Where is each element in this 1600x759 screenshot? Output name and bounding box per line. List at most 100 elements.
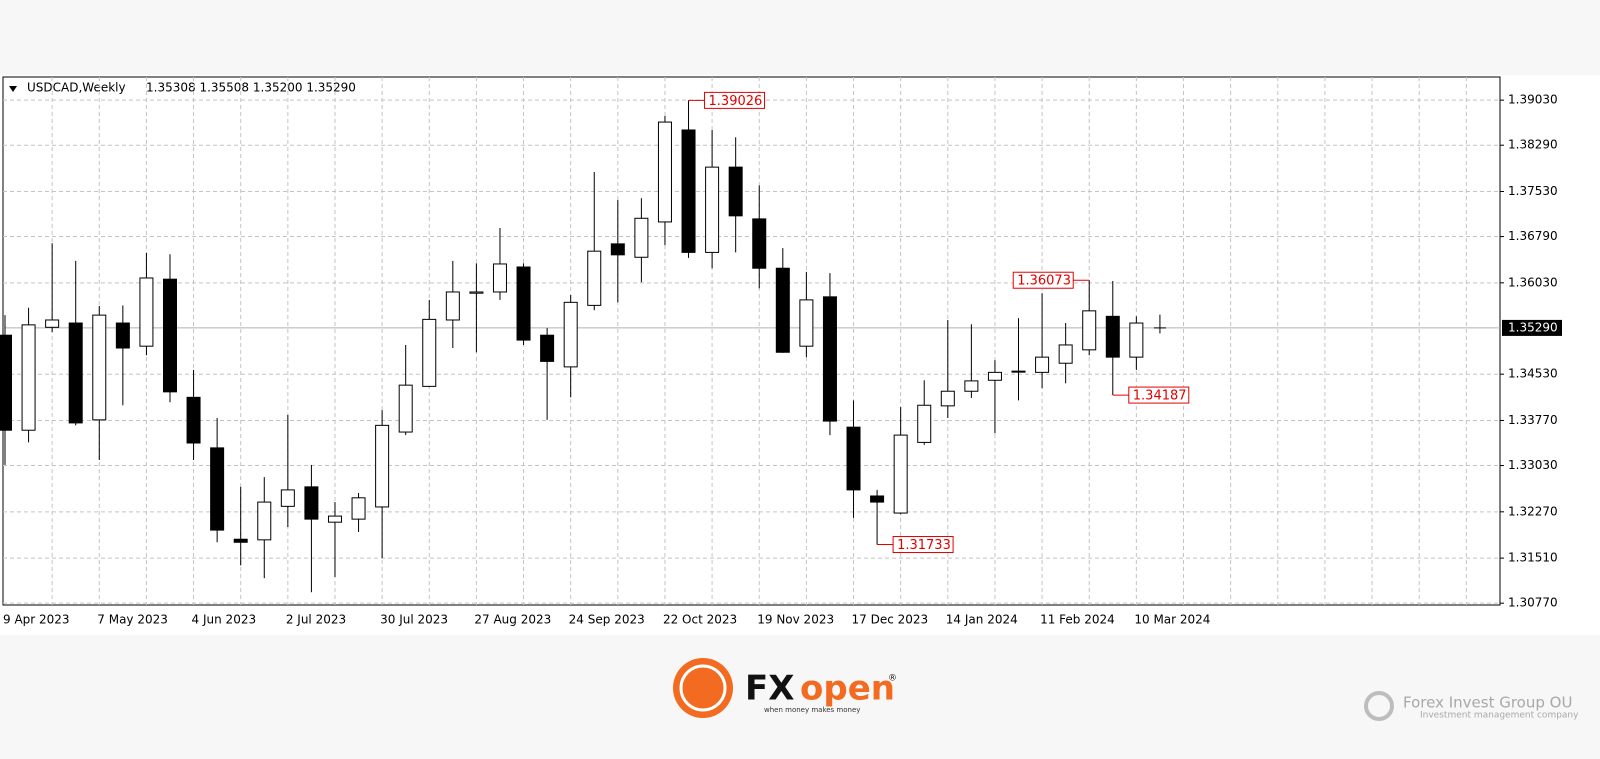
logo-emblem-ring — [679, 664, 727, 712]
y-tick-label: 1.32270 — [1508, 504, 1558, 518]
candle-body — [0, 334, 12, 431]
candle-body — [610, 243, 625, 256]
candle-body — [1035, 356, 1050, 373]
annotation-box — [1012, 271, 1074, 289]
y-tick-label: 1.33030 — [1508, 458, 1558, 472]
candle-body — [964, 380, 979, 392]
x-tick-label: 4 Jun 2023 — [192, 613, 257, 627]
annotation-box — [892, 536, 954, 554]
annotation-label: 1.34187 — [1133, 389, 1187, 404]
fxopen-logo: FX open ® when money makes money — [673, 658, 897, 718]
logo-fx: FX — [745, 669, 794, 709]
x-tick-label: 19 Nov 2023 — [757, 613, 834, 627]
candle-body — [563, 301, 578, 368]
candle-body — [540, 334, 555, 362]
candle-body — [1082, 310, 1097, 351]
candle-body — [304, 486, 319, 520]
company-name: Forex Invest Group OU — [1403, 694, 1572, 712]
candle-body — [210, 447, 225, 531]
y-tick-label: 1.31510 — [1508, 551, 1558, 565]
y-tick-label: 1.38290 — [1508, 138, 1558, 152]
candle-body — [1011, 370, 1026, 373]
candle-body — [115, 322, 130, 349]
candles — [0, 100, 1166, 593]
candle-body — [728, 166, 743, 217]
company-emblem — [1364, 691, 1394, 721]
y-tick-label: 1.39030 — [1508, 93, 1558, 107]
candle-body — [822, 296, 837, 422]
candle-body — [634, 217, 649, 258]
x-tick-label: 7 May 2023 — [97, 613, 168, 627]
candle-body — [799, 299, 814, 347]
candle-body — [186, 396, 201, 444]
x-tick-label: 17 Dec 2023 — [852, 613, 929, 627]
annotation-box — [704, 91, 766, 109]
candle-body — [327, 515, 342, 523]
annotation-box — [1128, 386, 1190, 404]
current-price-box — [1502, 319, 1562, 336]
x-tick-label: 30 Jul 2023 — [380, 613, 448, 627]
x-tick-label: 10 Mar 2024 — [1134, 613, 1210, 627]
candle-body — [775, 267, 790, 353]
candle-body — [398, 384, 413, 433]
candle-body — [870, 495, 885, 503]
candle-body — [92, 314, 107, 421]
candle-body — [681, 129, 696, 253]
candle-body — [587, 250, 602, 306]
y-tick-label: 1.36030 — [1508, 275, 1558, 289]
candle-body — [940, 390, 955, 407]
company-tagline: Investment management company — [1420, 711, 1579, 721]
logo-tagline: when money makes money — [764, 706, 860, 714]
company-logo: Forex Invest Group OU Investment managem… — [1364, 691, 1579, 721]
x-tick-label: 27 Aug 2023 — [474, 613, 551, 627]
candle-body — [162, 278, 177, 393]
candle-body — [68, 322, 83, 424]
annotation-label: 1.31733 — [897, 538, 951, 553]
candle-body — [21, 324, 36, 431]
candle-body — [987, 371, 1002, 381]
candle-body — [657, 121, 672, 223]
chart-subtitle: 1.35308 1.35508 1.35200 1.35290 — [146, 81, 356, 95]
candle-body — [1105, 315, 1120, 358]
candle-body — [375, 424, 390, 508]
y-tick-label: 1.37530 — [1508, 184, 1558, 198]
candle-body — [280, 489, 295, 507]
chart-title: USDCAD,Weekly — [27, 81, 126, 95]
y-tick-label: 1.34530 — [1508, 367, 1558, 381]
current-price-label: 1.35290 — [1508, 320, 1558, 334]
candle-body — [139, 277, 154, 347]
x-tick-label: 11 Feb 2024 — [1040, 613, 1115, 627]
candle-body — [257, 501, 272, 541]
candle-body — [45, 319, 60, 328]
candle-body — [422, 318, 437, 387]
candle-body — [1129, 322, 1144, 358]
chart-background — [0, 75, 1600, 635]
logo-registered: ® — [888, 674, 897, 684]
y-tick-label: 1.36790 — [1508, 229, 1558, 243]
annotation-label: 1.39026 — [709, 94, 763, 109]
y-tick-label: 1.30770 — [1508, 596, 1558, 610]
candle-body — [516, 266, 531, 341]
x-tick-label: 14 Jan 2024 — [946, 613, 1018, 627]
candle-body — [445, 291, 460, 321]
x-tick-label: 24 Sep 2023 — [569, 613, 645, 627]
candle-body — [917, 404, 932, 443]
candle-body — [469, 291, 484, 294]
candle-body — [492, 263, 507, 293]
y-tick-label: 1.33770 — [1508, 413, 1558, 427]
candle-body — [351, 497, 366, 520]
annotation-label: 1.36073 — [1017, 274, 1071, 289]
menu-arrow — [9, 86, 17, 92]
candle-body — [846, 426, 861, 491]
x-tick-label: 9 Apr 2023 — [3, 613, 70, 627]
x-tick-label: 22 Oct 2023 — [663, 613, 737, 627]
x-tick-label: 2 Jul 2023 — [286, 613, 346, 627]
candle-body — [705, 166, 720, 253]
candle-body — [752, 218, 767, 269]
candle-body — [1058, 344, 1073, 364]
logo-open: open — [800, 669, 895, 709]
candle-body — [233, 538, 248, 543]
candle-body — [893, 434, 908, 514]
